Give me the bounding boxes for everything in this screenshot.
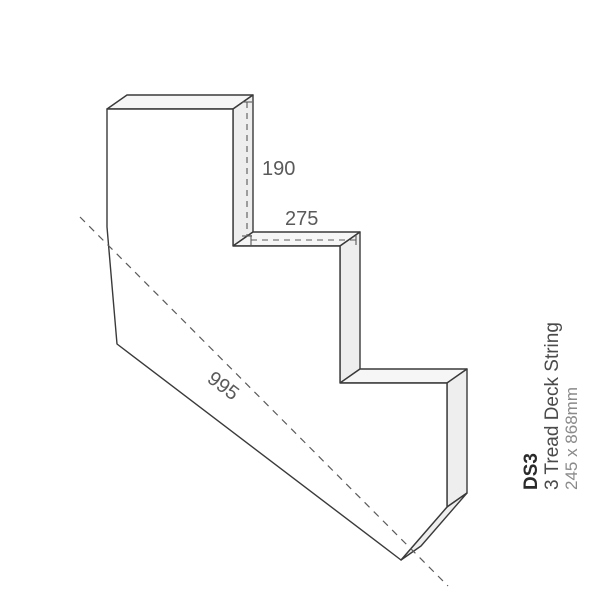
riser-label: 190 [262, 158, 295, 180]
product-name: 3 Tread Deck String [542, 322, 563, 490]
title-block: DS33 Tread Deck String245 x 868mm [521, 322, 581, 490]
product-code: DS3 [521, 453, 542, 490]
extrude-face [233, 232, 360, 246]
extrude-face [340, 232, 360, 383]
tread-label: 275 [285, 208, 318, 230]
extrude-face [340, 369, 467, 383]
extrude-face [233, 95, 253, 246]
extrude-face [447, 369, 467, 507]
deck-string-diagram: 190275995 DS33 Tread Deck String245 x 86… [0, 0, 608, 608]
extrude-face [107, 95, 253, 109]
product-dimensions: 245 x 868mm [562, 387, 581, 490]
